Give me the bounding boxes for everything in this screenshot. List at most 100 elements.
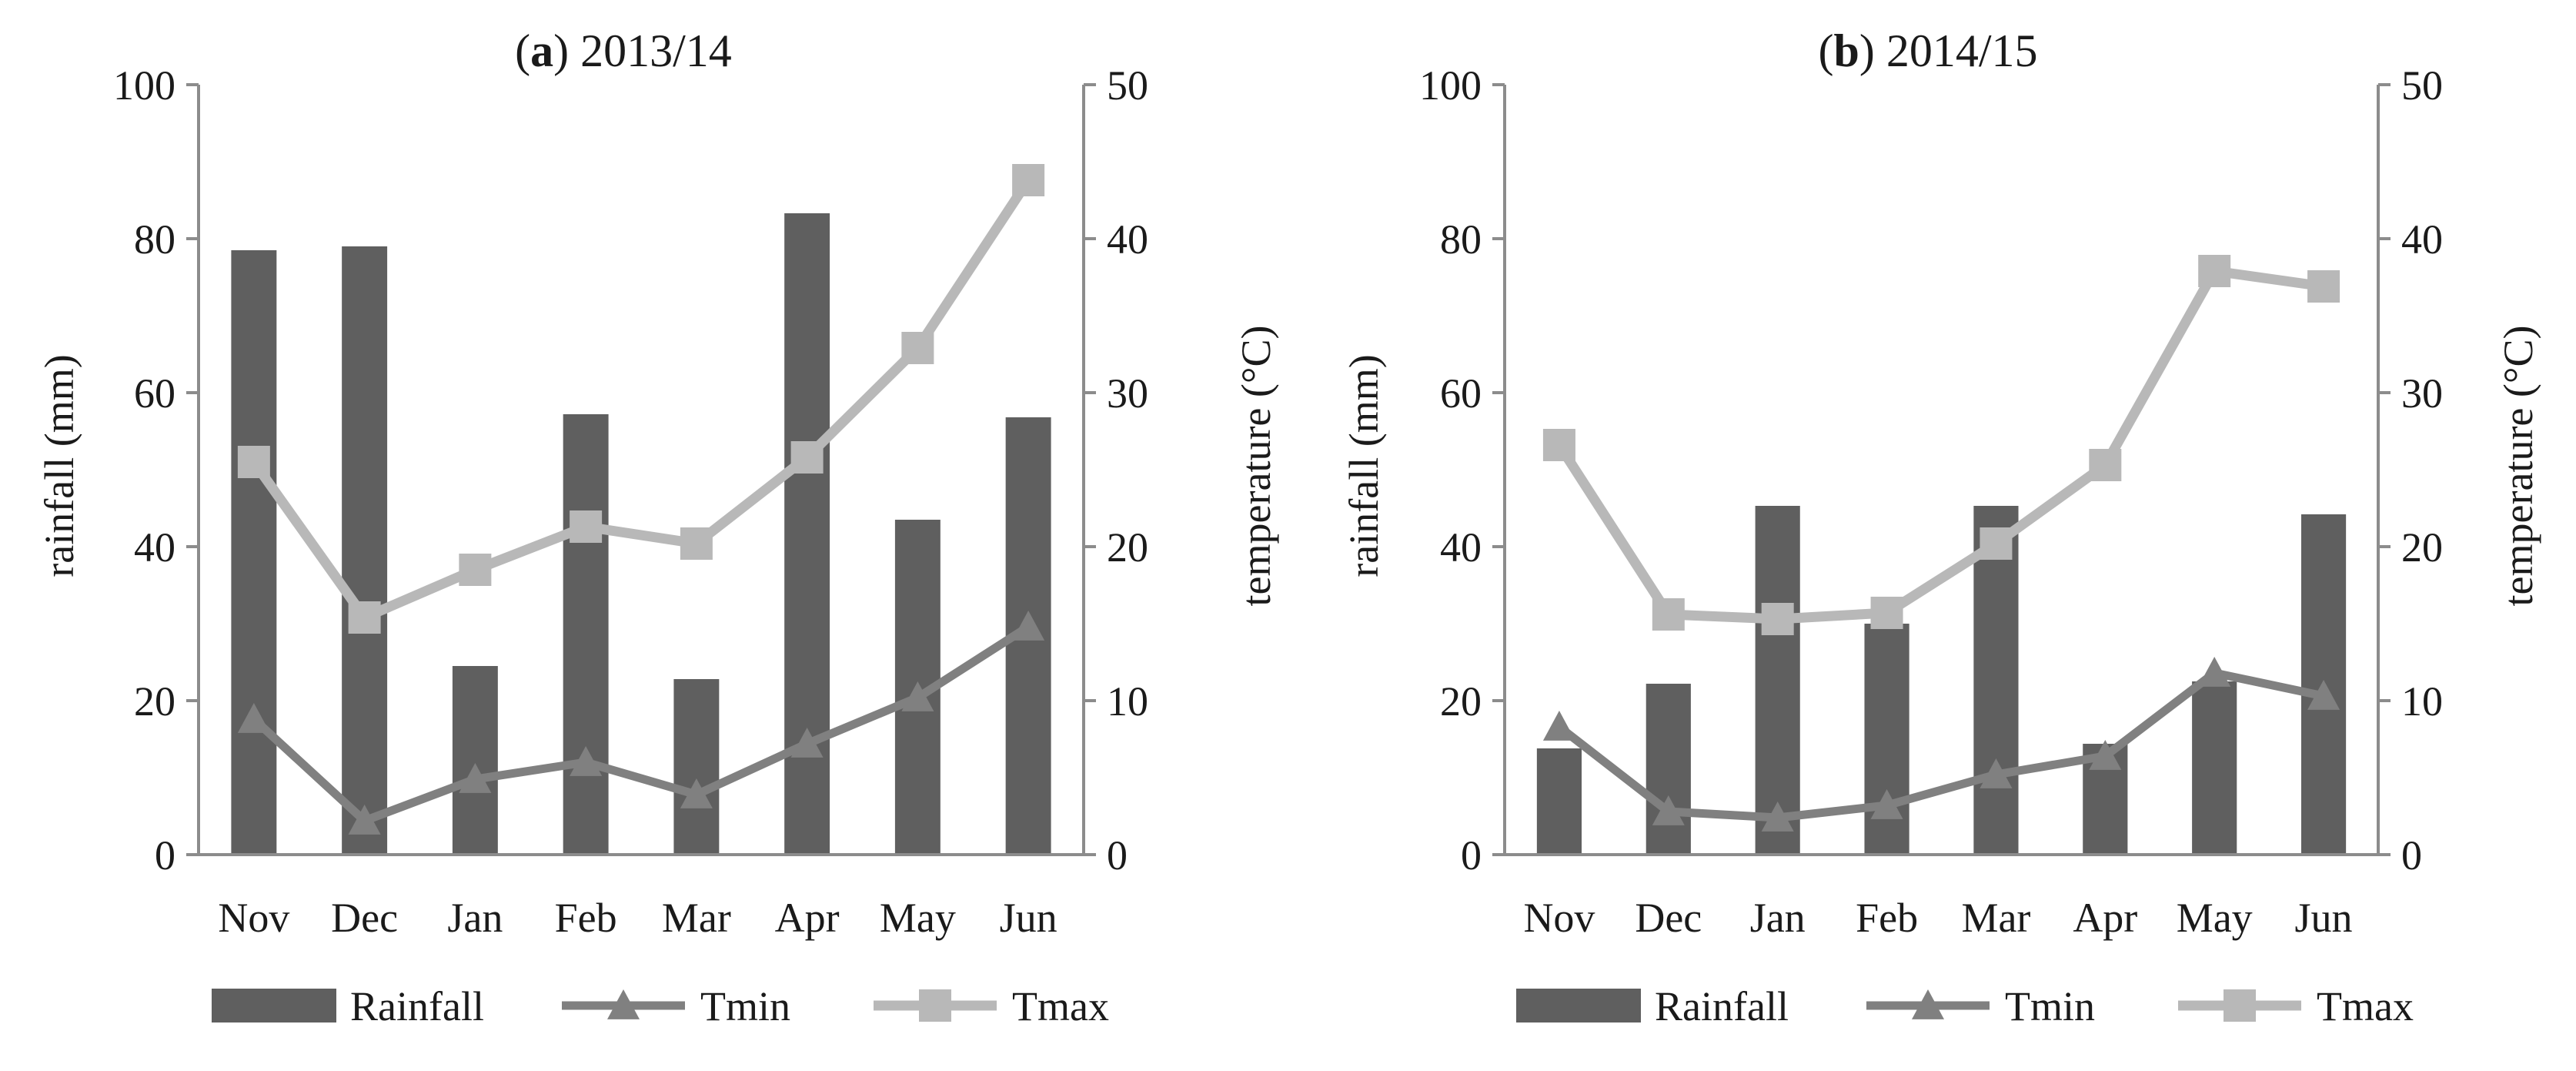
tmax-line <box>249 175 1034 623</box>
chart-title-a: (a) 2013/14 <box>515 25 732 76</box>
tmin-point-jun <box>2307 680 2340 710</box>
rainfall-bar-dec <box>1645 684 1691 855</box>
y-tick-label-left: 60 <box>1440 370 1482 417</box>
x-tick-label-may: May <box>880 895 956 941</box>
legend-swatch-rainfall <box>212 989 336 1022</box>
tmax-point-dec <box>1652 598 1685 631</box>
panel-b: (b) 2014/15 rainfall (mm) temperature (°… <box>1341 25 2541 1029</box>
rainfall-bar-jan <box>452 666 498 855</box>
tmin-point-feb <box>570 746 603 776</box>
panel-a: (a) 2013/14 rainfall (mm) temperature (°… <box>36 25 1279 1029</box>
tmin-point-feb <box>1870 789 1903 819</box>
x-tick-label-dec: Dec <box>1635 895 1702 941</box>
plot-area-b: 0 20 40 60 80 100 0 10 20 30 40 50 Nov Dec Jan Feb Mar Ap… <box>1419 62 2443 941</box>
tmin-point-may <box>2198 657 2231 687</box>
legend-marker-tmax <box>2224 989 2256 1022</box>
x-tick-label-may: May <box>2177 895 2253 941</box>
rainfall-bar-jan <box>1755 506 1800 855</box>
y-tick-label-right: 20 <box>2401 524 2443 571</box>
y-tick-label-left: 40 <box>134 524 175 571</box>
x-tick-label-feb: Feb <box>1856 895 1918 941</box>
legend-b: Rainfall Tmin Tmax <box>1516 983 2414 1029</box>
rainfall-bar-mar <box>673 679 720 855</box>
legend-label-rainfall: Rainfall <box>350 983 484 1029</box>
y-tick-label-right: 40 <box>1107 216 1148 263</box>
y-tick-label-right: 50 <box>1107 62 1148 109</box>
tmax-point-jan <box>1761 603 1794 635</box>
x-tick-label-jan: Jan <box>447 895 503 941</box>
y-tick-label-left: 100 <box>113 62 175 109</box>
legend-swatch-rainfall <box>1516 989 1641 1022</box>
chart-title-b-year: 2014/15 <box>1886 25 2038 76</box>
tmin-point-apr <box>2089 740 2122 770</box>
tmax-point-jun <box>2307 270 2340 303</box>
tmin-line <box>1555 668 2328 822</box>
y-axis-label-a: rainfall (mm) <box>36 354 82 577</box>
tmax-point-dec <box>348 601 381 634</box>
y-tick-label-left: 40 <box>1440 524 1482 571</box>
y-tick-label-right: 0 <box>2401 832 2422 879</box>
y-tick-label-left: 20 <box>1440 678 1482 725</box>
legend-marker-tmax <box>919 989 951 1022</box>
x-tick-label-jun: Jun <box>1000 895 1057 941</box>
legend-label-tmin: Tmin <box>2005 983 2095 1029</box>
chart-title-a-prefix: a <box>530 25 553 76</box>
plot-area-a: 0 20 40 60 80 100 0 10 20 30 40 50 Nov Dec Jan Feb Mar Ap… <box>113 62 1148 941</box>
rainfall-bar-feb <box>563 414 609 855</box>
legend-label-tmax: Tmax <box>1012 983 1109 1029</box>
tmin-point-apr <box>790 728 824 758</box>
tmin-point-mar <box>680 778 713 808</box>
x-tick-label-feb: Feb <box>555 895 617 941</box>
y-tick-label-left: 0 <box>1461 832 1482 879</box>
tmin-point-dec <box>348 805 381 835</box>
legend-marker-tmin <box>1912 989 1944 1019</box>
legend-label-rainfall: Rainfall <box>1655 983 1789 1029</box>
x-tick-label-jun: Jun <box>2295 895 2353 941</box>
y-axis-label-b: rainfall (mm) <box>1341 354 1387 577</box>
tmax-point-mar <box>1980 527 2013 560</box>
y-tick-label-left: 100 <box>1419 62 1482 109</box>
tmin-point-nov <box>237 703 270 733</box>
tmin-point-dec <box>1652 795 1685 825</box>
y-tick-label-right: 50 <box>2401 62 2443 109</box>
tmax-point-apr <box>2089 449 2122 481</box>
tmin-point-jan <box>1761 802 1794 832</box>
y-tick-label-right: 0 <box>1107 832 1128 879</box>
y-tick-label-right: 30 <box>1107 370 1148 417</box>
chart-title-a-year: 2013/14 <box>580 25 732 76</box>
rainfall-bar-dec <box>342 246 388 855</box>
tmin-point-mar <box>1980 758 2013 788</box>
legend-label-tmax: Tmax <box>2317 983 2414 1029</box>
tmax-point-feb <box>1870 597 1903 629</box>
y-tick-label-left: 80 <box>134 216 175 263</box>
tmin-point-may <box>901 681 934 711</box>
tmin-point-jun <box>1012 611 1045 641</box>
y-tick-label-right: 10 <box>2401 678 2443 725</box>
y-tick-label-left: 80 <box>1440 216 1482 263</box>
rainfall-bar-nov <box>231 250 277 855</box>
tmax-line <box>1554 266 2329 624</box>
x-tick-label-nov: Nov <box>218 895 289 941</box>
y-tick-label-left: 20 <box>134 678 175 725</box>
tmax-point-may <box>901 332 934 364</box>
y-tick-label-left: 0 <box>155 832 175 879</box>
legend-label-tmin: Tmin <box>700 983 790 1029</box>
x-tick-label-mar: Mar <box>662 895 731 941</box>
x-tick-label-nov: Nov <box>1523 895 1595 941</box>
rainfall-bar-feb <box>1864 624 1909 855</box>
y2-axis-label-b: temperature (°C) <box>2495 326 2541 607</box>
y2-axis-label-a: temperature (°C) <box>1233 326 1279 607</box>
tmax-point-apr <box>790 441 824 474</box>
tmax-point-feb <box>570 510 603 543</box>
x-tick-label-dec: Dec <box>331 895 398 941</box>
rainfall-bar-mar <box>1973 506 2019 855</box>
x-tick-label-apr: Apr <box>2073 895 2137 941</box>
x-tick-label-jan: Jan <box>1750 895 1806 941</box>
y-tick-label-right: 40 <box>2401 216 2443 263</box>
x-tick-label-apr: Apr <box>775 895 840 941</box>
y-tick-label-left: 60 <box>134 370 175 417</box>
tmin-point-jan <box>459 763 492 793</box>
rainfall-bar-apr <box>784 213 830 855</box>
tmax-point-jun <box>1012 164 1045 196</box>
